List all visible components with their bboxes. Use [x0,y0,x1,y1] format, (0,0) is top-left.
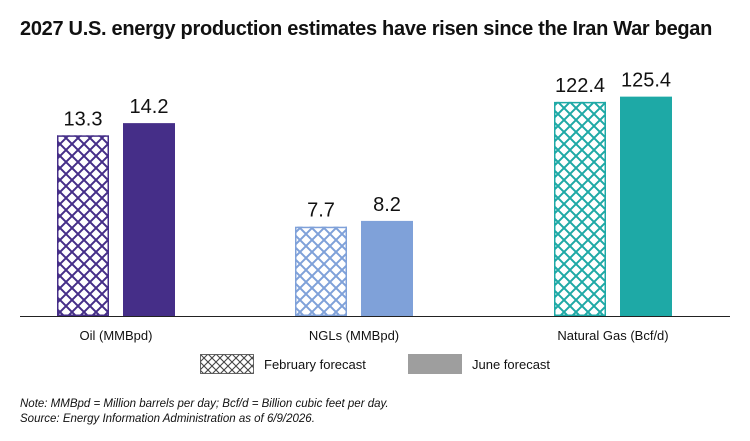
note-line: Note: MMBpd = Million barrels per day; B… [20,398,389,410]
source-line: Source: Energy Information Administratio… [20,413,315,425]
bar-outline-ngls-mmbpd [295,226,347,316]
data-label: 14.2 [130,96,169,118]
data-label: 7.7 [307,200,335,222]
category-label: Oil (MMBpd) [80,328,153,343]
legend-swatch-june [408,354,462,374]
bar-outline-natural-gas-bcf-d [554,101,606,317]
footnotes: Note: MMBpd = Million barrels per day; B… [20,397,389,427]
data-label: 13.3 [64,108,103,130]
chart-title: 2027 U.S. energy production estimates ha… [20,18,713,40]
legend-swatch-february [200,354,254,374]
bar-ngls-mmbpd-june [361,220,413,316]
chart-plot: 13.3 14.2 Oil (MMBpd) 7.7 8.2 NGLs (MMBpd) 122… [20,70,730,343]
data-label: 8.2 [373,194,401,216]
bar-outline-oil-mmbpd [57,135,109,316]
bar-oil-mmbpd-february [57,135,109,316]
legend-item-june: June forecast [408,354,550,374]
category-label: Natural Gas (Bcf/d) [557,328,668,343]
data-label: 122.4 [555,75,605,97]
bar-oil-mmbpd-june [123,123,175,317]
bar-natural-gas-bcf-d-february [554,101,606,316]
bar-natural-gas-bcf-d-june [620,96,672,317]
data-label: 125.4 [621,70,671,92]
legend-label-june: June forecast [472,356,551,372]
category-label: NGLs (MMBpd) [309,328,399,343]
legend: February forecast June forecast [0,354,750,378]
bar-ngls-mmbpd-february [295,226,347,316]
legend-item-february: February forecast [200,354,366,374]
legend-label-february: February forecast [264,356,366,372]
